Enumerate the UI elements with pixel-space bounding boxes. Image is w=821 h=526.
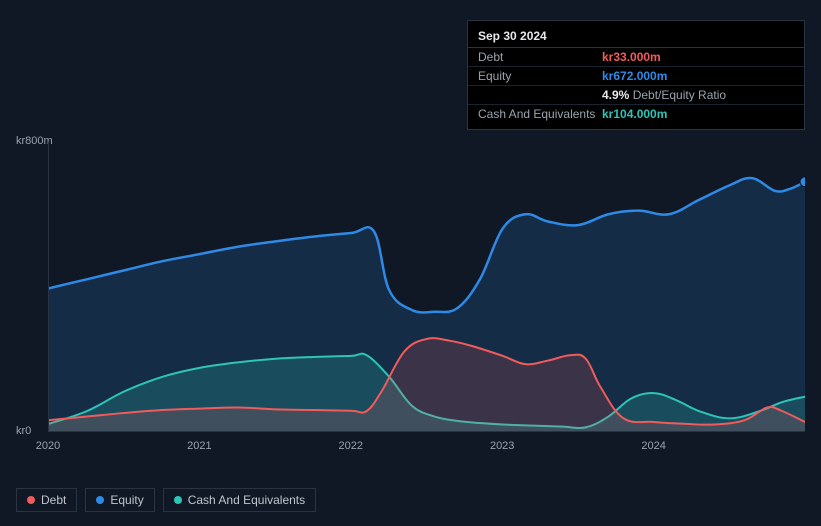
x-tick-label: 2020: [36, 440, 60, 452]
tooltip-label: Cash And Equivalents: [478, 107, 602, 121]
x-tick-label: 2021: [187, 440, 211, 452]
x-tick-label: 2022: [339, 440, 363, 452]
y-tick-label: kr0: [16, 425, 31, 437]
legend-swatch-icon: [27, 496, 35, 504]
legend-item-debt[interactable]: Debt: [16, 488, 77, 512]
tooltip-value: kr104.000m: [602, 107, 794, 121]
tooltip-value: kr672.000m: [602, 69, 794, 83]
legend: Debt Equity Cash And Equivalents: [16, 488, 316, 512]
tooltip-row: Cash And Equivalentskr104.000m: [468, 105, 804, 123]
tooltip-panel: Sep 30 2024 Debtkr33.000mEquitykr672.000…: [467, 20, 805, 130]
legend-item-equity[interactable]: Equity: [85, 488, 154, 512]
chart-area: kr0kr800m 20202021202220232024: [16, 120, 805, 445]
legend-swatch-icon: [174, 496, 182, 504]
legend-label: Debt: [41, 493, 66, 507]
tooltip-row: 4.9% Debt/Equity Ratio: [468, 86, 804, 105]
tooltip-label: [478, 88, 602, 102]
tooltip-row: Equitykr672.000m: [468, 67, 804, 86]
tooltip-label: Debt: [478, 50, 602, 64]
tooltip-label: Equity: [478, 69, 602, 83]
tooltip-row: Debtkr33.000m: [468, 48, 804, 67]
legend-label: Equity: [110, 493, 143, 507]
tooltip-value: kr33.000m: [602, 50, 794, 64]
plot[interactable]: [48, 142, 805, 432]
x-tick-label: 2024: [641, 440, 665, 452]
legend-swatch-icon: [96, 496, 104, 504]
tooltip-value: 4.9% Debt/Equity Ratio: [602, 88, 794, 102]
x-tick-label: 2023: [490, 440, 514, 452]
tooltip-date: Sep 30 2024: [468, 27, 804, 48]
legend-label: Cash And Equivalents: [188, 493, 305, 507]
legend-item-cash-and-equivalents[interactable]: Cash And Equivalents: [163, 488, 316, 512]
